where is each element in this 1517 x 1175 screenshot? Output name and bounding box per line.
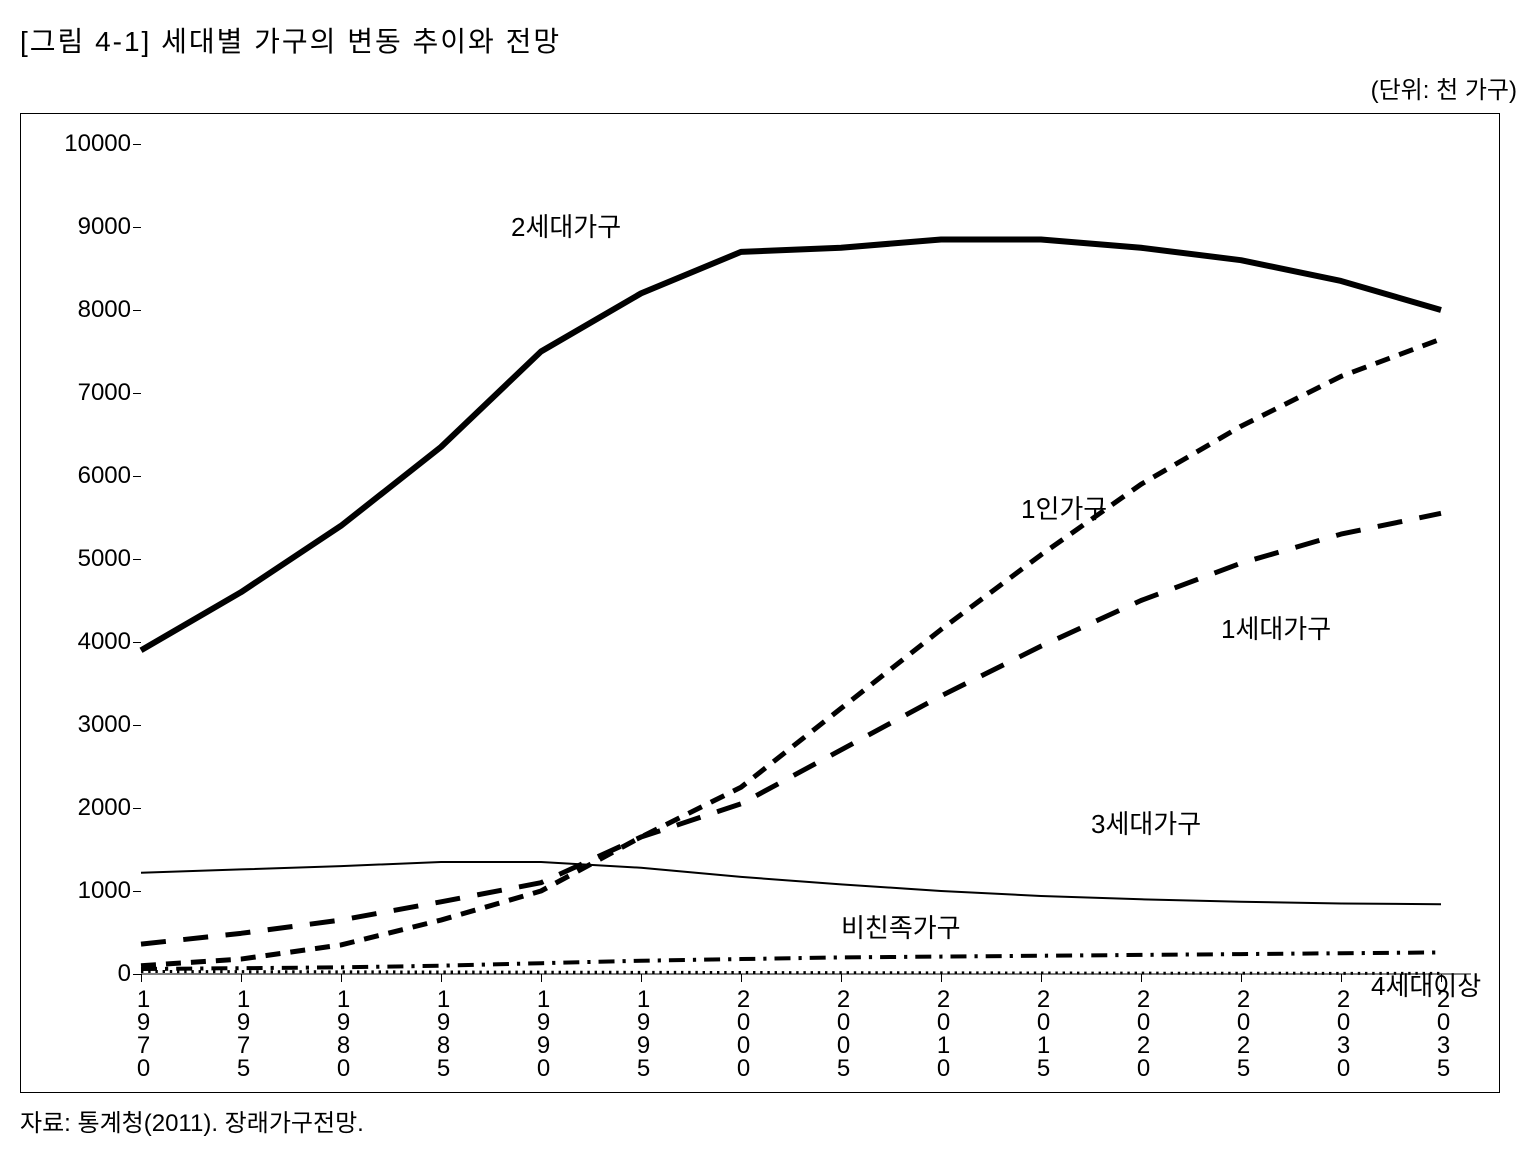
x-tick	[1341, 974, 1342, 982]
series-label-비친족가구: 비친족가구	[841, 908, 961, 945]
x-tick-label: 1995	[629, 986, 657, 1078]
x-tick-label: 1985	[429, 986, 457, 1078]
x-tick-label: 2010	[929, 986, 957, 1078]
y-tick	[133, 310, 141, 311]
x-tick-label: 2030	[1329, 986, 1357, 1078]
plot-area	[141, 144, 1471, 974]
x-tick	[841, 974, 842, 982]
y-tick-label: 6000	[31, 462, 131, 490]
x-tick	[441, 974, 442, 982]
y-tick-label: 0	[31, 960, 131, 988]
x-tick	[341, 974, 342, 982]
y-tick-label: 8000	[31, 296, 131, 324]
x-tick	[741, 974, 742, 982]
x-tick	[1141, 974, 1142, 982]
y-tick	[133, 393, 141, 394]
y-tick	[133, 559, 141, 560]
x-tick-label: 2000	[729, 986, 757, 1078]
y-tick	[133, 974, 141, 975]
series-label-4세대이상: 4세대이상	[1371, 966, 1481, 1003]
x-tick	[141, 974, 142, 982]
series-4세대이상	[141, 972, 1441, 974]
series-비친족가구	[141, 952, 1441, 969]
figure-title: [그림 4-1] 세대별 가구의 변동 추이와 전망	[20, 26, 561, 57]
x-tick	[541, 974, 542, 982]
y-tick-label: 5000	[31, 545, 131, 573]
x-tick-label: 2025	[1229, 986, 1257, 1078]
x-tick-label: 2005	[829, 986, 857, 1078]
x-tick	[241, 974, 242, 982]
y-tick	[133, 891, 141, 892]
y-tick-label: 9000	[31, 213, 131, 241]
y-tick	[133, 476, 141, 477]
y-tick-label: 7000	[31, 379, 131, 407]
x-tick-label: 2020	[1129, 986, 1157, 1078]
series-label-2세대가구: 2세대가구	[511, 207, 621, 244]
x-tick	[641, 974, 642, 982]
series-label-3세대가구: 3세대가구	[1091, 804, 1201, 841]
y-tick-label: 2000	[31, 794, 131, 822]
series-3세대가구	[141, 862, 1441, 904]
series-2세대가구	[141, 239, 1441, 650]
chart-frame: 0 1000 2000 3000 4000 5000 6000 7000 8000 9000 100…	[20, 113, 1500, 1093]
x-tick	[1241, 974, 1242, 982]
y-tick	[133, 808, 141, 809]
y-tick	[133, 227, 141, 228]
x-tick	[1041, 974, 1042, 982]
x-tick-label: 1990	[529, 986, 557, 1078]
series-1세대가구	[141, 513, 1441, 944]
unit-label: (단위: 천 가구)	[1371, 77, 1517, 104]
series-label-1세대가구: 1세대가구	[1221, 609, 1331, 646]
series-label-1인가구: 1인가구	[1021, 489, 1107, 526]
y-tick	[133, 725, 141, 726]
series-1인가구	[141, 339, 1441, 966]
x-tick	[941, 974, 942, 982]
source-text: 자료: 통계청(2011). 장래가구전망.	[20, 1103, 1517, 1138]
x-tick-label: 1975	[229, 986, 257, 1078]
y-tick-label: 3000	[31, 711, 131, 739]
y-tick-label: 4000	[31, 628, 131, 656]
y-tick-label: 10000	[31, 130, 131, 158]
x-tick-label: 2015	[1029, 986, 1057, 1078]
x-tick-label: 1970	[129, 986, 157, 1078]
y-tick	[133, 642, 141, 643]
x-tick-label: 1980	[329, 986, 357, 1078]
y-tick-label: 1000	[31, 877, 131, 905]
chart-svg	[141, 144, 1471, 974]
y-tick	[133, 144, 141, 145]
